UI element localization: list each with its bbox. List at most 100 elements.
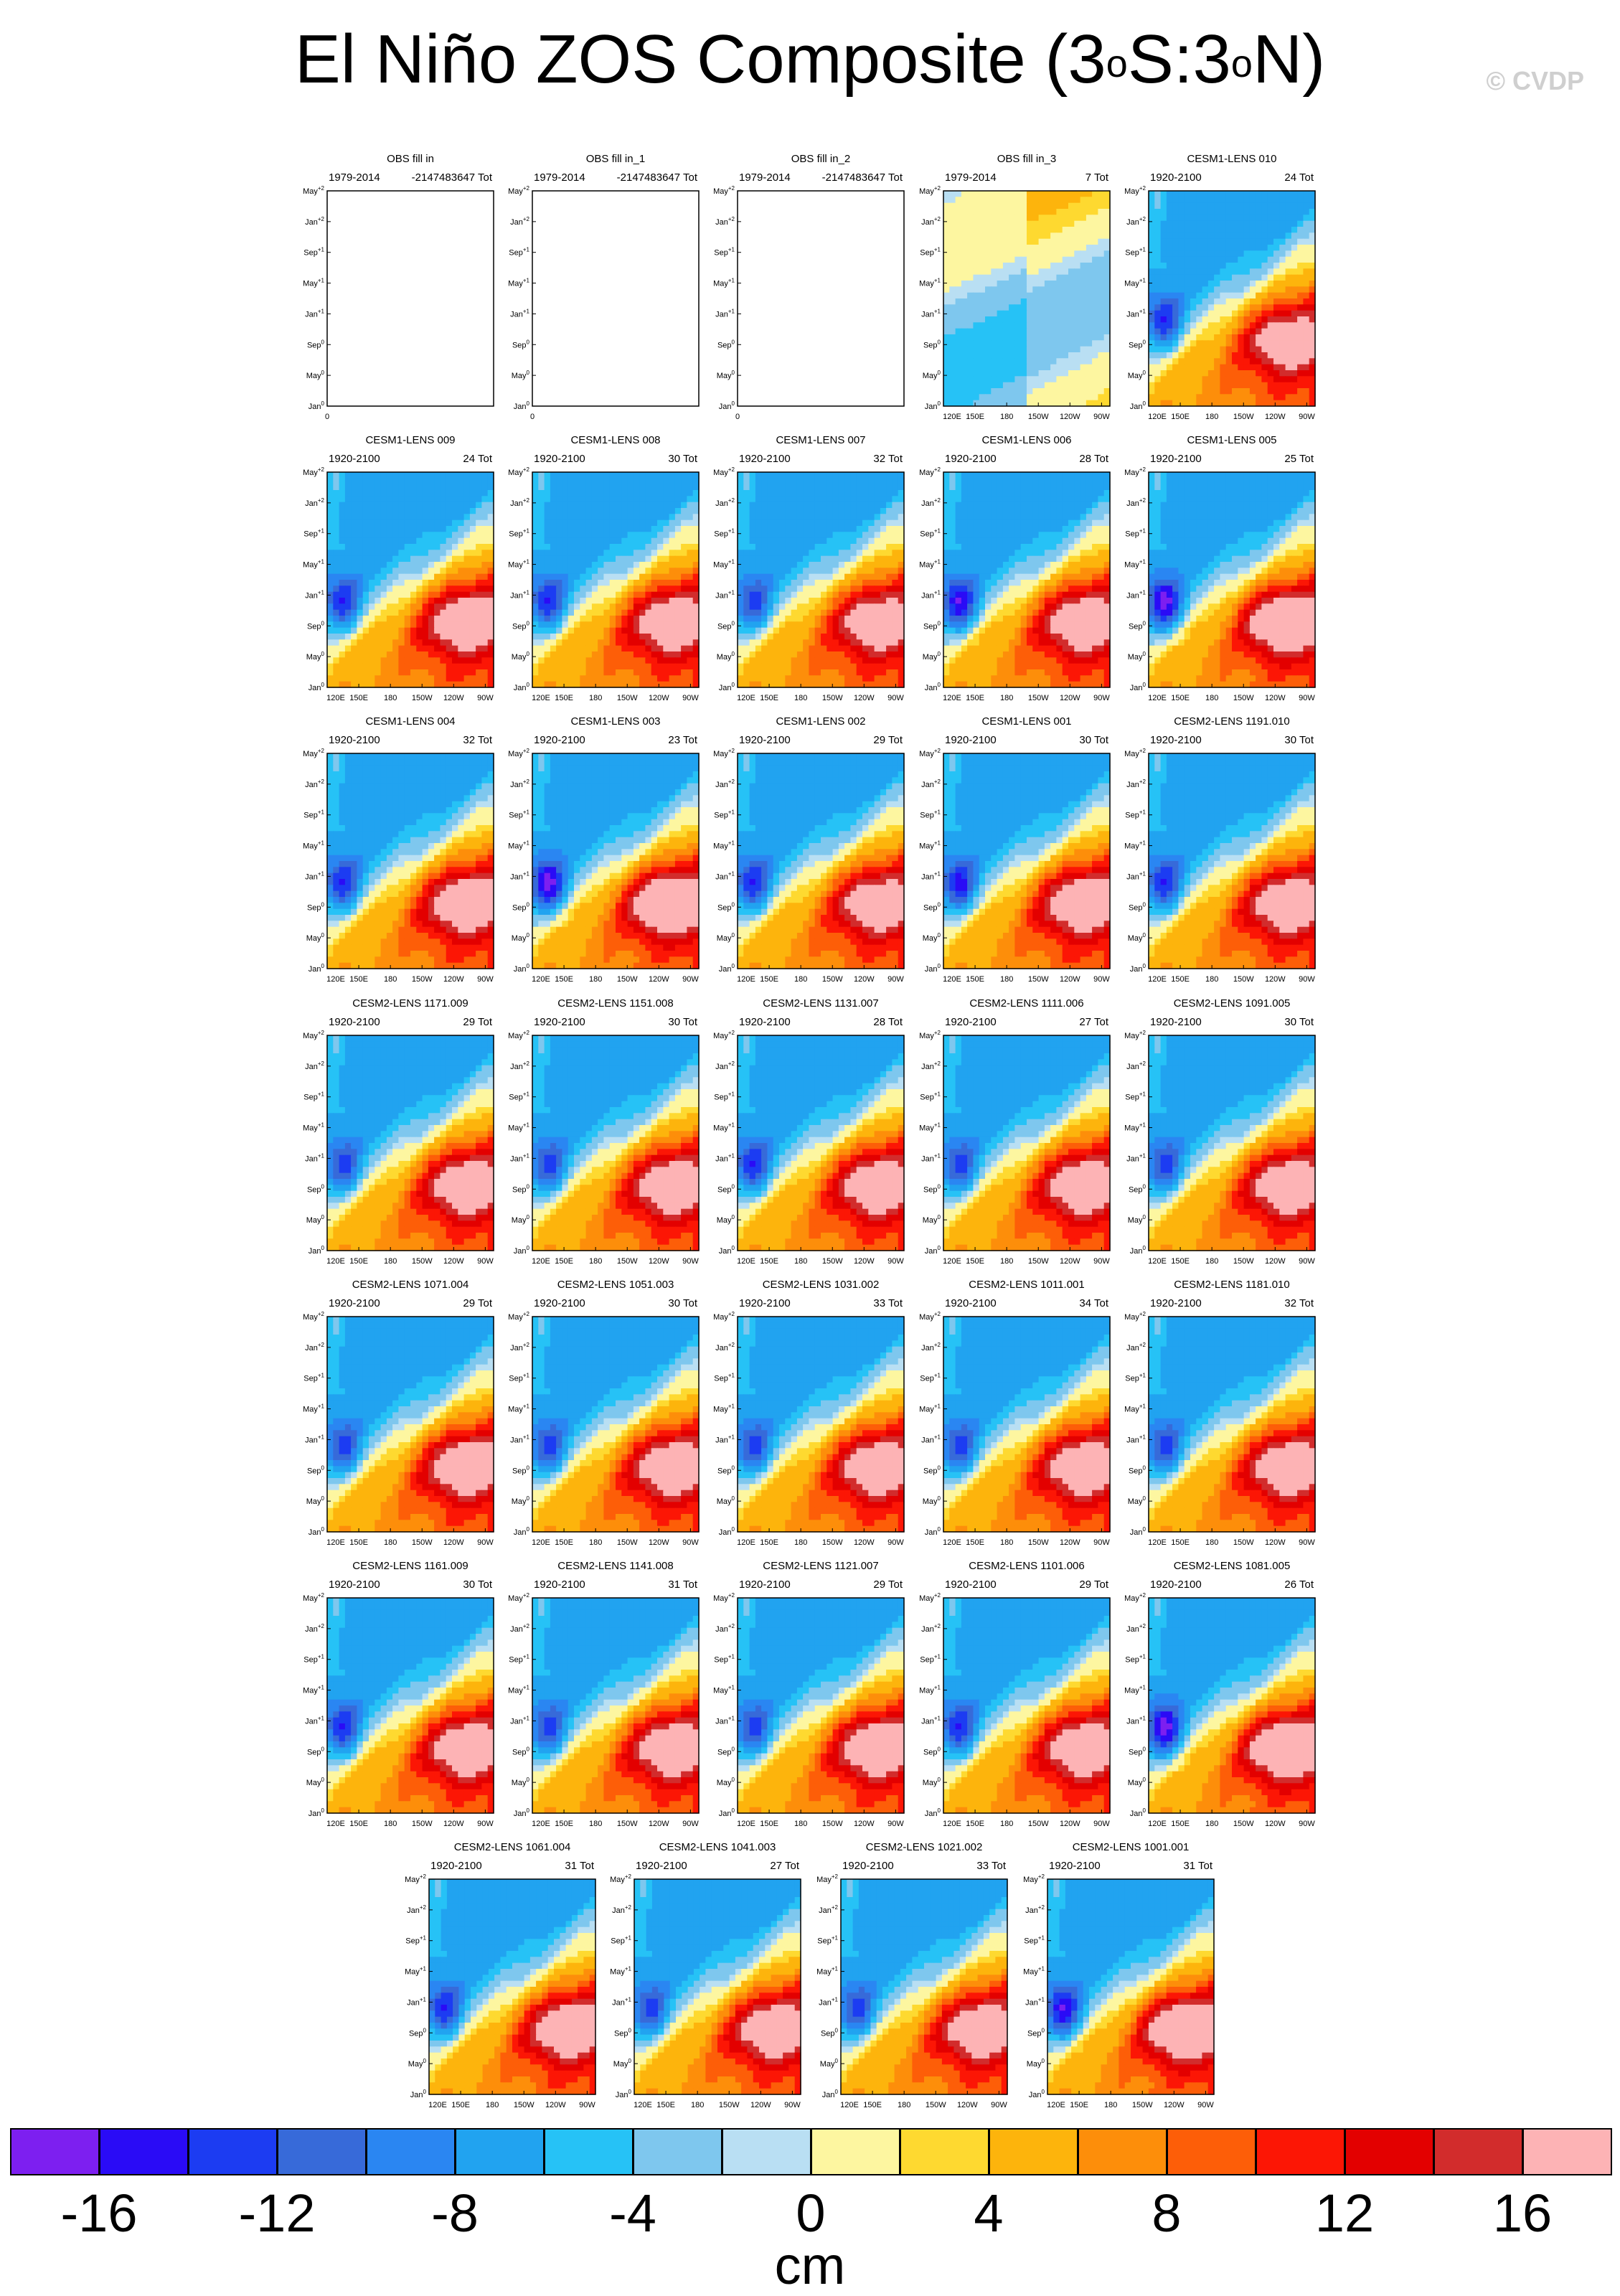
heatmap-cell	[949, 394, 956, 401]
heatmap-cell	[410, 598, 417, 604]
heatmap-cell	[1020, 394, 1027, 401]
heatmap-cell	[1273, 304, 1280, 311]
heatmap-cell	[991, 400, 998, 407]
heatmap-cell	[955, 209, 962, 215]
heatmap-cell	[392, 472, 399, 479]
heatmap-cell	[398, 616, 405, 622]
heatmap-cell	[476, 621, 482, 629]
heatmap-cell	[755, 555, 762, 563]
heatmap-cell	[609, 609, 616, 616]
heatmap-cell	[1297, 316, 1304, 323]
heatmap-cell	[562, 568, 569, 575]
heatmap-cell	[1309, 316, 1316, 323]
heatmap-cell	[1080, 364, 1087, 371]
heatmap-cell	[1172, 292, 1179, 299]
heatmap-cell	[616, 669, 622, 676]
heatmap-cell	[1027, 209, 1033, 215]
heatmap-cell	[633, 502, 640, 509]
heatmap-cell	[773, 585, 780, 593]
heatmap-cell	[1232, 370, 1238, 377]
heatmap-cell	[1190, 263, 1197, 269]
watermark: © CVDP	[1486, 66, 1584, 96]
heatmap-cell	[556, 675, 562, 682]
heatmap-cell	[1178, 263, 1185, 269]
heatmap-cell	[761, 484, 768, 491]
heatmap-cell	[955, 298, 962, 305]
heatmap-cell	[339, 645, 346, 652]
heatmap-cell	[1207, 376, 1215, 383]
heatmap-cell	[434, 603, 441, 611]
heatmap-cell	[428, 568, 435, 575]
heatmap-cell	[1050, 346, 1057, 353]
heatmap-cell	[452, 585, 458, 593]
heatmap-cell	[344, 634, 352, 640]
heatmap-cell	[422, 496, 429, 503]
heatmap-cell	[609, 526, 616, 532]
heatmap-cell	[621, 544, 628, 550]
heatmap-cell	[692, 555, 700, 563]
heatmap-cell	[738, 598, 744, 604]
heatmap-cell	[550, 616, 557, 622]
heatmap-cell	[481, 609, 489, 616]
heatmap-cell	[580, 609, 587, 616]
heatmap-cell	[428, 603, 435, 611]
heatmap-cell	[1202, 250, 1209, 258]
heatmap-cell	[380, 544, 387, 550]
heatmap-cell	[580, 621, 587, 629]
heatmap-cell	[663, 544, 670, 550]
heatmap-cell	[1279, 382, 1286, 389]
heatmap-cell	[1009, 281, 1015, 287]
heatmap-cell	[591, 669, 598, 676]
heatmap-cell	[814, 508, 821, 514]
heatmap-cell	[663, 675, 670, 682]
heatmap-cell	[1098, 358, 1105, 365]
heatmap-cell	[333, 609, 340, 616]
heatmap-cell	[844, 484, 851, 491]
heatmap-cell	[1044, 238, 1051, 245]
heatmap-cell	[1225, 220, 1233, 227]
heatmap-cell	[657, 645, 664, 652]
heatmap-cell	[562, 621, 569, 629]
heatmap-cell	[681, 645, 687, 652]
heatmap-cell	[1080, 238, 1087, 245]
heatmap-cell	[949, 310, 956, 317]
heatmap-cell	[785, 621, 792, 629]
heatmap-cell	[1074, 352, 1081, 359]
heatmap-cell	[773, 550, 780, 557]
heatmap-cell	[1050, 286, 1057, 293]
heatmap-cell	[375, 591, 382, 598]
heatmap-cell	[761, 502, 768, 509]
heatmap-cell	[1172, 352, 1179, 359]
heatmap-cell	[862, 502, 869, 509]
heatmap-cell	[428, 478, 435, 485]
heatmap-cell	[386, 634, 393, 640]
heatmap-cell	[738, 502, 744, 509]
heatmap-cell	[1068, 364, 1075, 371]
heatmap-cell	[1050, 298, 1057, 305]
heatmap-cell	[568, 532, 575, 539]
heatmap-cell	[532, 526, 539, 532]
heatmap-cell	[375, 669, 382, 676]
heatmap-cell	[669, 555, 676, 563]
heatmap-cell	[749, 496, 756, 503]
heatmap-cell	[862, 627, 869, 634]
heatmap-cell	[803, 508, 809, 514]
heatmap-cell	[446, 657, 453, 664]
heatmap-cell	[1009, 232, 1015, 240]
heatmap-cell	[1261, 298, 1268, 305]
heatmap-cell	[1092, 334, 1098, 341]
heatmap-cell	[434, 651, 441, 658]
heatmap-cell	[1184, 400, 1191, 407]
heatmap-cell	[681, 496, 687, 503]
heatmap-cell	[1196, 232, 1203, 240]
panel-frame	[326, 190, 494, 407]
heatmap-cell	[556, 496, 562, 503]
heatmap-cell	[973, 328, 980, 335]
heatmap-cell	[1009, 256, 1015, 263]
heatmap-cell	[487, 532, 494, 539]
heatmap-cell	[428, 675, 435, 682]
heatmap-cell	[1050, 209, 1057, 215]
heatmap-cell	[452, 573, 458, 580]
heatmap-cell	[1080, 232, 1087, 240]
heatmap-cell	[476, 580, 482, 586]
